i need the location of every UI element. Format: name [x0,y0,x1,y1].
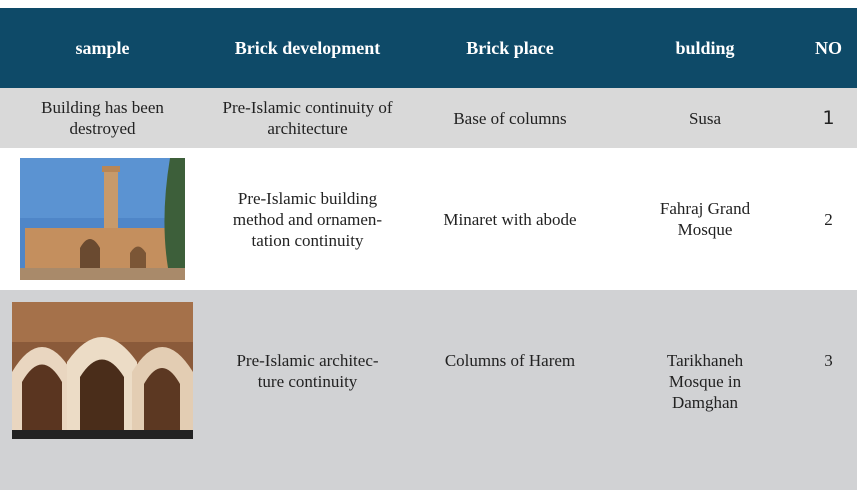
table-row: Pre-Islamic architec- ture continuity Co… [0,290,857,490]
header-cell: Brick place [466,37,554,58]
building-cell: Tarikhaneh Mosque in Damghan [666,351,744,412]
table-row: Building has been destroyed Pre-Islamic … [0,88,857,148]
place-cell: Columns of Harem [444,351,576,370]
sample-photo [12,302,193,439]
number-cell: 3 [824,351,833,370]
building-cell: Fahraj Grand Mosque [659,199,751,239]
header-row: sample Brick development Brick place bul… [0,8,857,88]
number-cell: 1 [822,106,835,129]
development-cell: Pre-Islamic continuity of architecture [222,98,393,138]
sample-cell [0,290,205,490]
table-row: Pre-Islamic building method and ornamen-… [0,148,857,290]
header-cell: sample [75,37,130,58]
sample-cell: Building has been destroyed [41,98,164,138]
sample-photo [20,158,185,280]
header-cell: bulding [675,37,735,58]
number-cell: 2 [824,209,833,229]
header-cell: Brick development [234,37,381,58]
sample-cell [0,148,205,290]
place-cell: Base of columns [453,108,567,128]
header-cell: NO [815,37,842,58]
development-cell: Pre-Islamic building method and ornamen-… [232,188,383,250]
development-cell: Pre-Islamic architec- ture continuity [236,351,379,391]
place-cell: Minaret with abode [443,209,577,229]
building-cell: Susa [688,108,722,128]
